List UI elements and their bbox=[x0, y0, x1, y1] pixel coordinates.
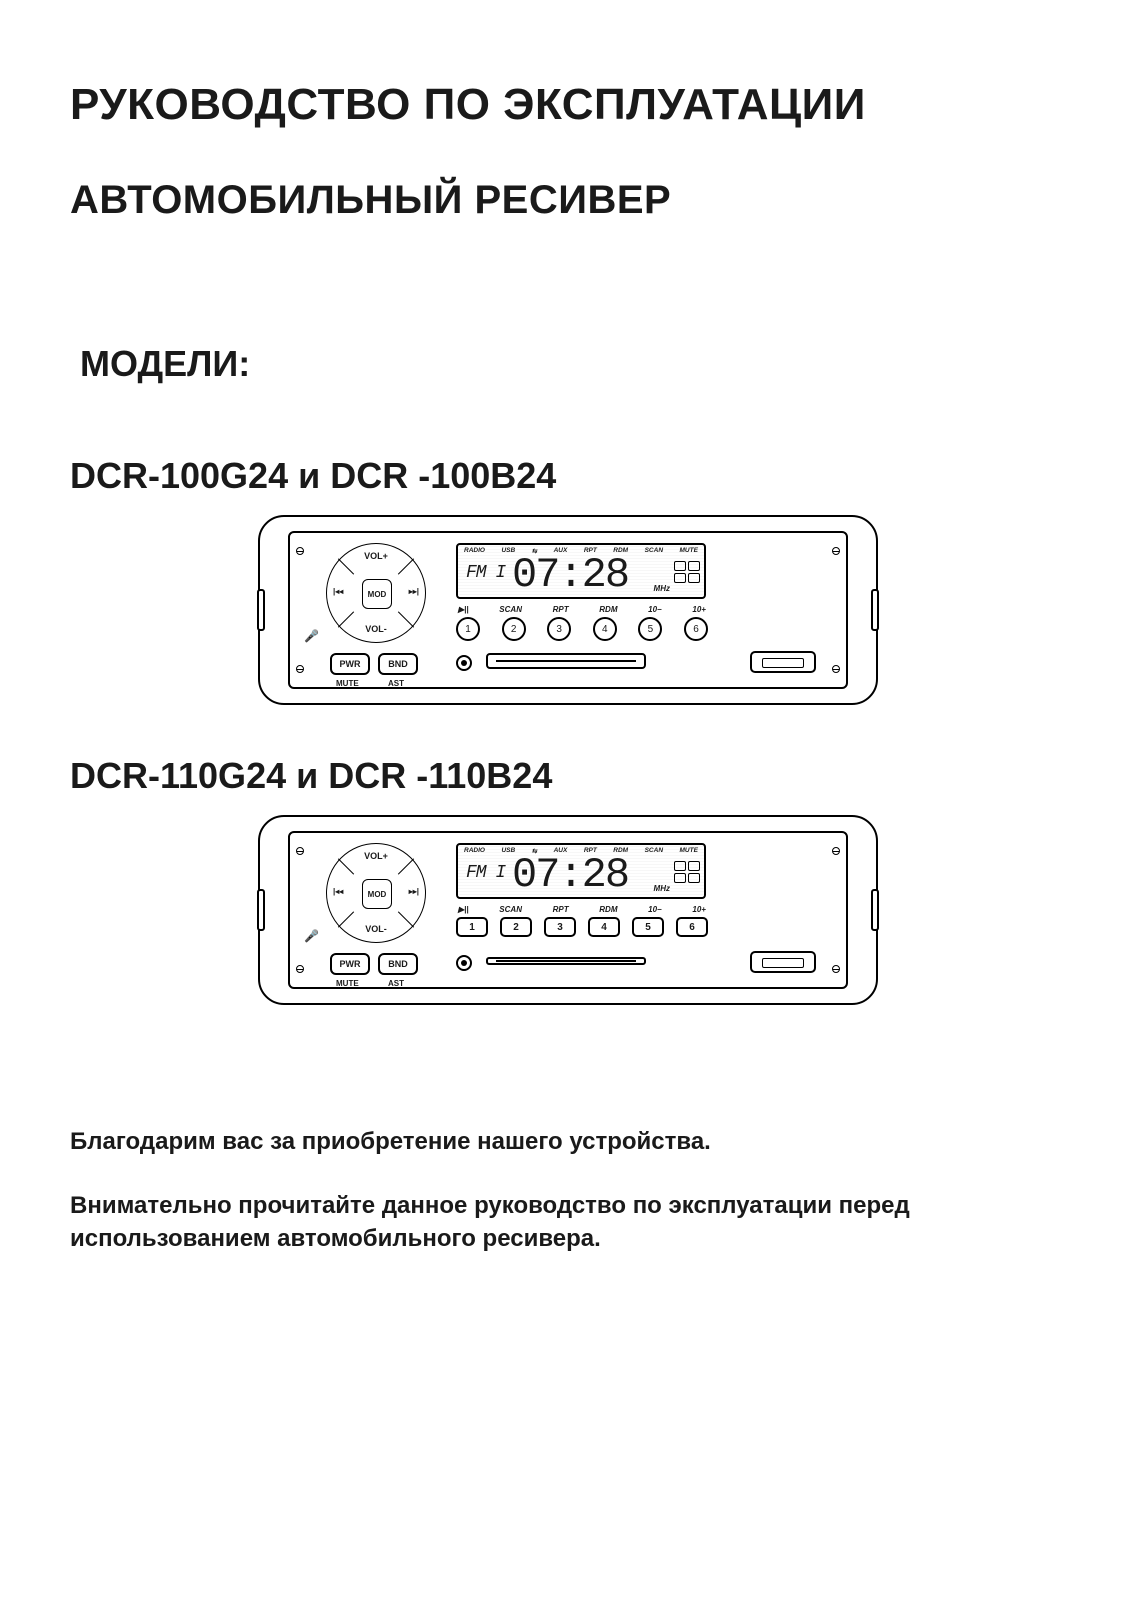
preset-button: 4 bbox=[588, 917, 620, 937]
usb-port-icon bbox=[750, 951, 816, 973]
lcd-status-icons bbox=[674, 861, 700, 883]
mic-icon: 🎤 bbox=[304, 929, 319, 943]
lcd-status-icons bbox=[674, 561, 700, 583]
side-slot-right-icon bbox=[871, 889, 879, 931]
preset-top-labels: ▶||SCAN RPTRDM 10−10+ bbox=[458, 605, 706, 614]
model1-heading: DCR-100G24 и DCR -100B24 bbox=[70, 455, 1066, 497]
screw-icon bbox=[832, 665, 840, 673]
side-slot-left-icon bbox=[257, 589, 265, 631]
vol-down-label: VOL- bbox=[327, 625, 425, 634]
nav-dpad: VOL+ VOL- |◂◂ ▸▸| MOD bbox=[326, 543, 426, 643]
lcd-frequency: 07:28 bbox=[512, 851, 628, 899]
next-icon: ▸▸| bbox=[409, 588, 419, 596]
screw-icon bbox=[296, 547, 304, 555]
preset-button: 1 bbox=[456, 617, 480, 641]
lcd-mhz-label: MHz bbox=[654, 584, 670, 593]
power-button: PWR bbox=[330, 953, 370, 975]
band-button: BND bbox=[378, 653, 418, 675]
next-icon: ▸▸| bbox=[409, 888, 419, 896]
device-illustration-2: VOL+ VOL- |◂◂ ▸▸| MOD 🎤 PWR BND MUTE AST… bbox=[258, 815, 878, 1005]
lcd-mhz-label: MHz bbox=[654, 884, 670, 893]
preset-button: 6 bbox=[684, 617, 708, 641]
ast-sublabel: AST bbox=[388, 679, 404, 688]
preset-top-labels: ▶||SCAN RPTRDM 10−10+ bbox=[458, 905, 706, 914]
preset-button: 2 bbox=[500, 917, 532, 937]
lcd-band: FM I bbox=[466, 563, 505, 583]
vol-up-label: VOL+ bbox=[327, 552, 425, 561]
sd-slot-icon bbox=[486, 957, 646, 965]
caution-text: Внимательно прочитайте данное руководств… bbox=[70, 1189, 1066, 1256]
mute-sublabel: MUTE bbox=[336, 679, 359, 688]
prev-icon: |◂◂ bbox=[333, 588, 343, 596]
device-faceplate: VOL+ VOL- |◂◂ ▸▸| MOD 🎤 PWR BND MUTE AST… bbox=[288, 831, 848, 989]
nav-dpad: VOL+ VOL- |◂◂ ▸▸| MOD bbox=[326, 843, 426, 943]
models-label: МОДЕЛИ: bbox=[80, 343, 1066, 385]
vol-down-label: VOL- bbox=[327, 925, 425, 934]
preset-button: 3 bbox=[544, 917, 576, 937]
lcd-display: RADIOUSB ⇆AUX RPTRDM SCANMUTE FM I 07:28… bbox=[456, 843, 706, 899]
mute-sublabel: MUTE bbox=[336, 979, 359, 988]
band-button: BND bbox=[378, 953, 418, 975]
aux-jack-icon bbox=[456, 655, 472, 671]
preset-button: 1 bbox=[456, 917, 488, 937]
mic-icon: 🎤 bbox=[304, 629, 319, 643]
sd-slot-icon bbox=[486, 653, 646, 669]
preset-button: 4 bbox=[593, 617, 617, 641]
lcd-frequency: 07:28 bbox=[512, 551, 628, 599]
preset-button: 6 bbox=[676, 917, 708, 937]
preset-buttons-row: 1 2 3 4 5 6 bbox=[456, 617, 708, 641]
aux-jack-icon bbox=[456, 955, 472, 971]
thanks-text: Благодарим вас за приобретение нашего ус… bbox=[70, 1125, 1066, 1159]
lcd-band: FM I bbox=[466, 863, 505, 883]
screw-icon bbox=[296, 847, 304, 855]
vol-up-label: VOL+ bbox=[327, 852, 425, 861]
manual-title: РУКОВОДСТВО ПО ЭКСПЛУАТАЦИИ bbox=[70, 80, 1066, 130]
preset-button: 3 bbox=[547, 617, 571, 641]
prev-icon: |◂◂ bbox=[333, 888, 343, 896]
mode-button: MOD bbox=[362, 879, 392, 909]
ast-sublabel: AST bbox=[388, 979, 404, 988]
model2-heading: DCR-110G24 и DCR -110B24 bbox=[70, 755, 1066, 797]
preset-button: 2 bbox=[502, 617, 526, 641]
screw-icon bbox=[832, 547, 840, 555]
mode-button: MOD bbox=[362, 579, 392, 609]
preset-button: 5 bbox=[638, 617, 662, 641]
power-button: PWR bbox=[330, 653, 370, 675]
screw-icon bbox=[296, 665, 304, 673]
device-faceplate: VOL+ VOL- |◂◂ ▸▸| MOD 🎤 PWR BND MUTE AST… bbox=[288, 531, 848, 689]
screw-icon bbox=[296, 965, 304, 973]
screw-icon bbox=[832, 965, 840, 973]
lcd-display: RADIOUSB ⇆AUX RPTRDM SCANMUTE FM I 07:28… bbox=[456, 543, 706, 599]
product-type: АВТОМОБИЛЬНЫЙ РЕСИВЕР bbox=[70, 178, 1066, 223]
usb-port-icon bbox=[750, 651, 816, 673]
side-slot-right-icon bbox=[871, 589, 879, 631]
preset-buttons-row: 1 2 3 4 5 6 bbox=[456, 917, 708, 937]
screw-icon bbox=[832, 847, 840, 855]
preset-button: 5 bbox=[632, 917, 664, 937]
side-slot-left-icon bbox=[257, 889, 265, 931]
device-illustration-1: VOL+ VOL- |◂◂ ▸▸| MOD 🎤 PWR BND MUTE AST… bbox=[258, 515, 878, 705]
